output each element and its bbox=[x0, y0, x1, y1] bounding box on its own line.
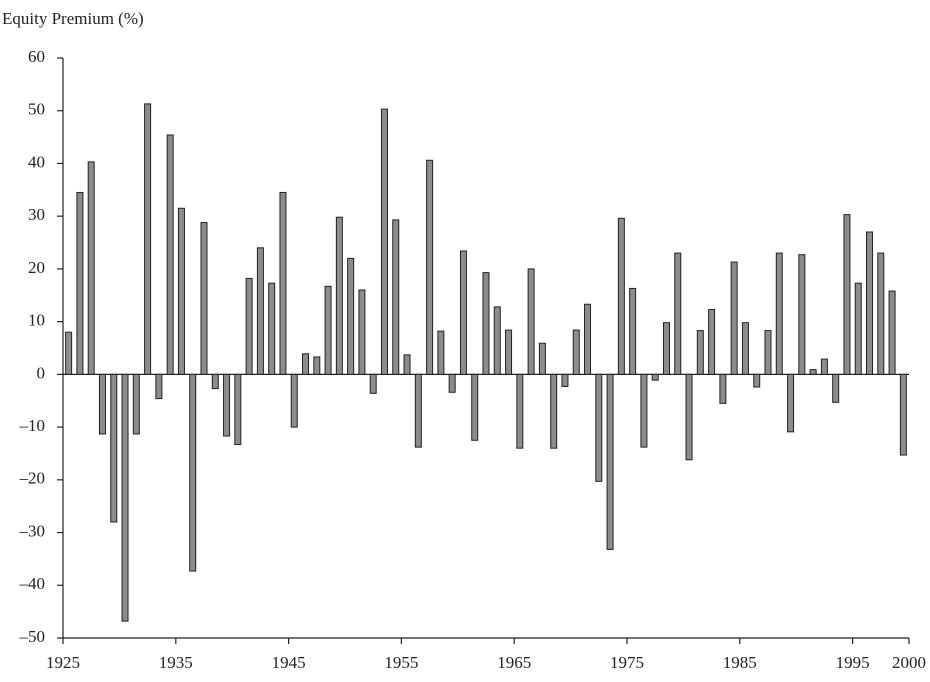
x-tick-label: 1945 bbox=[272, 653, 306, 672]
bar bbox=[65, 331, 73, 375]
bar bbox=[629, 287, 637, 375]
bar bbox=[144, 103, 152, 375]
bar bbox=[843, 214, 851, 375]
y-tick-label: 50 bbox=[28, 100, 45, 119]
bar bbox=[764, 330, 772, 375]
y-tick-label: –10 bbox=[19, 416, 46, 435]
bar bbox=[832, 373, 840, 403]
y-axis-label: Equity Premium (%) bbox=[2, 9, 144, 28]
bar bbox=[674, 252, 682, 375]
bar bbox=[471, 373, 479, 441]
y-tick-label: –20 bbox=[19, 469, 46, 488]
bar bbox=[313, 356, 321, 375]
bar bbox=[640, 373, 648, 448]
bar bbox=[132, 373, 140, 435]
bar bbox=[358, 289, 366, 375]
bar bbox=[854, 282, 862, 375]
bar bbox=[121, 373, 129, 622]
x-tick-label: 1935 bbox=[159, 653, 193, 672]
bar bbox=[302, 353, 310, 375]
bar bbox=[730, 261, 738, 375]
bar bbox=[877, 252, 885, 375]
bar bbox=[347, 257, 355, 375]
bar bbox=[459, 250, 467, 375]
bar bbox=[177, 207, 185, 375]
bar bbox=[775, 252, 783, 375]
bar bbox=[561, 373, 569, 387]
y-tick-label: 40 bbox=[28, 152, 45, 171]
bar bbox=[189, 373, 197, 572]
bar bbox=[245, 277, 253, 375]
bar bbox=[651, 373, 659, 381]
bar bbox=[324, 285, 332, 375]
bar bbox=[753, 373, 761, 388]
bar bbox=[741, 322, 749, 375]
bar bbox=[809, 369, 817, 375]
x-tick-label: 1965 bbox=[497, 653, 531, 672]
bar bbox=[110, 373, 118, 523]
bar bbox=[369, 373, 377, 394]
x-tick-label: 1955 bbox=[384, 653, 418, 672]
bar bbox=[290, 373, 298, 428]
bar bbox=[98, 373, 106, 435]
x-tick-label: 1975 bbox=[610, 653, 644, 672]
y-tick-label: 30 bbox=[28, 205, 45, 224]
bar bbox=[538, 342, 546, 375]
bar bbox=[505, 329, 513, 375]
bar bbox=[426, 159, 434, 375]
x-tick-label: 1985 bbox=[723, 653, 757, 672]
bar bbox=[392, 219, 400, 375]
bar bbox=[866, 231, 874, 375]
bar bbox=[335, 216, 343, 375]
bar bbox=[448, 373, 456, 393]
bar bbox=[234, 373, 242, 445]
bar bbox=[268, 282, 276, 375]
bar bbox=[899, 373, 907, 456]
bar bbox=[685, 373, 693, 461]
y-tick-label: 0 bbox=[37, 363, 46, 382]
bar bbox=[493, 306, 501, 375]
bar bbox=[617, 217, 625, 375]
bar bbox=[482, 272, 490, 375]
bar bbox=[719, 373, 727, 404]
y-tick-label: –40 bbox=[19, 574, 46, 593]
bar bbox=[595, 373, 603, 482]
y-tick-label: 20 bbox=[28, 258, 45, 277]
y-tick-label: –50 bbox=[19, 627, 46, 646]
bar bbox=[527, 268, 535, 375]
bar bbox=[403, 354, 411, 375]
bar bbox=[516, 373, 524, 449]
bar bbox=[380, 108, 388, 375]
bar bbox=[888, 290, 896, 375]
x-tick-label: 1995 bbox=[836, 653, 870, 672]
y-tick-label: 10 bbox=[28, 311, 45, 330]
bar bbox=[437, 330, 445, 375]
bar bbox=[279, 191, 287, 375]
x-tick-label: 1925 bbox=[46, 653, 80, 672]
bar bbox=[211, 373, 219, 390]
bar bbox=[414, 373, 422, 448]
y-tick-label: 60 bbox=[28, 47, 45, 66]
bar bbox=[584, 303, 592, 375]
bar bbox=[696, 330, 704, 375]
y-tick-label: –30 bbox=[19, 521, 46, 540]
bar bbox=[820, 358, 828, 375]
bar bbox=[76, 191, 84, 375]
bar bbox=[256, 247, 264, 375]
bar bbox=[87, 161, 95, 375]
bar bbox=[200, 222, 208, 375]
bar bbox=[550, 373, 558, 449]
bar bbox=[155, 373, 163, 400]
bar bbox=[606, 373, 614, 550]
bar bbox=[708, 309, 716, 375]
bar bbox=[166, 134, 174, 375]
bar bbox=[223, 373, 231, 437]
bar bbox=[572, 329, 580, 375]
bar bbox=[662, 322, 670, 375]
bar bbox=[798, 254, 806, 375]
bar bbox=[787, 373, 795, 433]
x-tick-label: 2000 bbox=[892, 653, 926, 672]
